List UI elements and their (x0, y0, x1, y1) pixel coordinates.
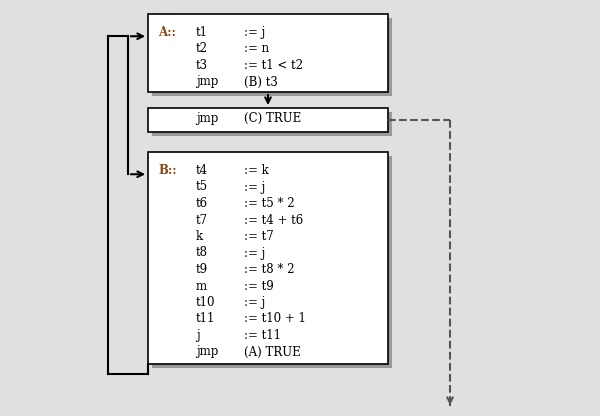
FancyBboxPatch shape (152, 156, 392, 368)
FancyBboxPatch shape (148, 108, 388, 132)
Text: (A) TRUE: (A) TRUE (244, 346, 301, 359)
Text: jmp: jmp (196, 112, 218, 125)
Text: := t4 + t6: := t4 + t6 (244, 213, 303, 226)
Text: (B) t3: (B) t3 (244, 75, 278, 89)
Text: t2: t2 (196, 42, 208, 55)
Text: jmp: jmp (196, 75, 218, 89)
Text: (C) TRUE: (C) TRUE (244, 112, 301, 125)
Text: := t9: := t9 (244, 280, 274, 292)
Text: t1: t1 (196, 26, 208, 39)
Text: B::: B:: (158, 164, 176, 177)
Text: t4: t4 (196, 164, 208, 177)
Text: := t5 * 2: := t5 * 2 (244, 197, 295, 210)
Text: t10: t10 (196, 296, 215, 309)
Text: := n: := n (244, 42, 269, 55)
Text: t11: t11 (196, 312, 215, 325)
Text: := t7: := t7 (244, 230, 274, 243)
FancyBboxPatch shape (152, 18, 392, 96)
Text: A::: A:: (158, 26, 176, 39)
Text: m: m (196, 280, 207, 292)
Text: := j: := j (244, 296, 265, 309)
FancyBboxPatch shape (152, 112, 392, 136)
Text: j: j (196, 329, 200, 342)
Text: t6: t6 (196, 197, 208, 210)
Text: k: k (196, 230, 203, 243)
Text: := t8 * 2: := t8 * 2 (244, 263, 295, 276)
FancyBboxPatch shape (148, 14, 388, 92)
Text: t8: t8 (196, 247, 208, 260)
Text: := t11: := t11 (244, 329, 281, 342)
Text: t5: t5 (196, 181, 208, 193)
Text: := j: := j (244, 247, 265, 260)
Text: t7: t7 (196, 213, 208, 226)
Text: := k: := k (244, 164, 269, 177)
Text: t9: t9 (196, 263, 208, 276)
FancyBboxPatch shape (148, 152, 388, 364)
Text: jmp: jmp (196, 346, 218, 359)
Text: t3: t3 (196, 59, 208, 72)
Text: := t10 + 1: := t10 + 1 (244, 312, 306, 325)
Text: := t1 < t2: := t1 < t2 (244, 59, 303, 72)
Text: := j: := j (244, 181, 265, 193)
Text: := j: := j (244, 26, 265, 39)
